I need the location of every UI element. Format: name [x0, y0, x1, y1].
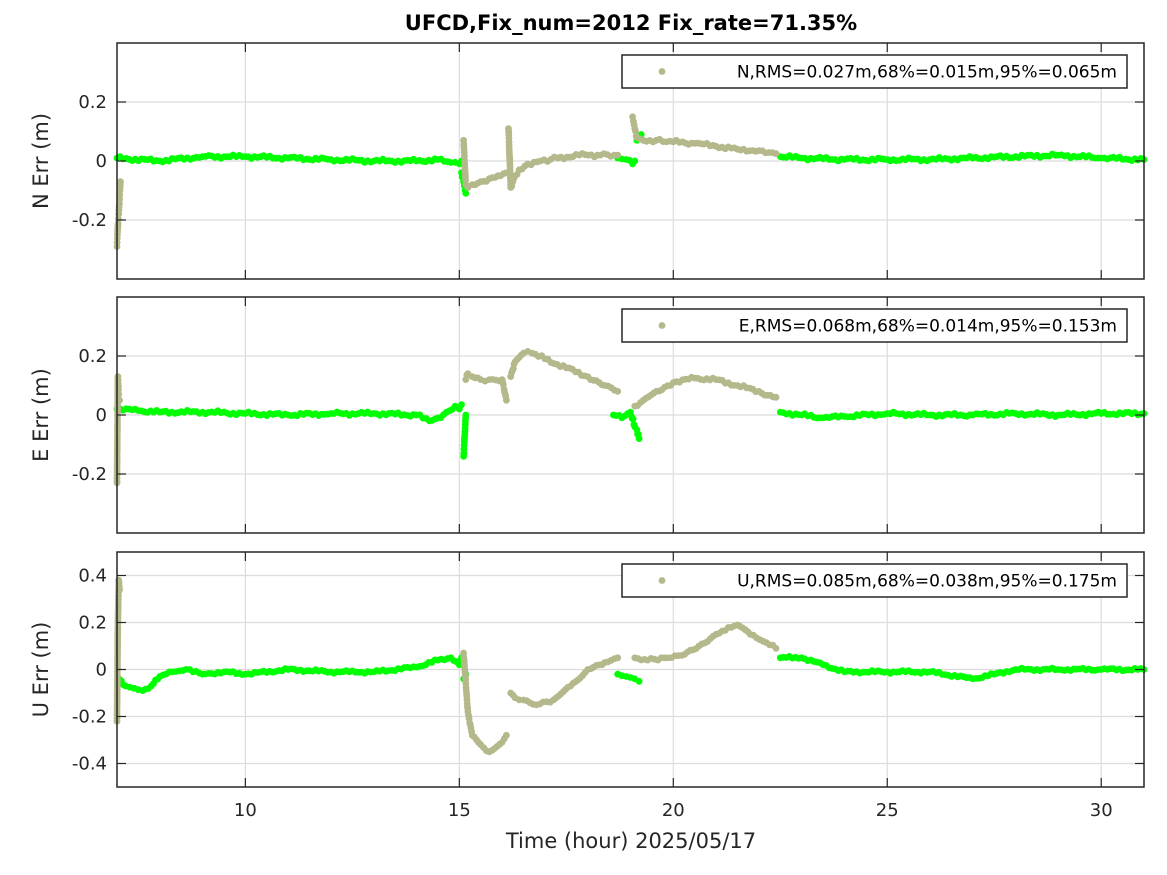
data-points [113, 348, 1148, 487]
data-point [614, 654, 622, 662]
data-point [614, 388, 622, 395]
y-tick-label: 0 [96, 151, 107, 172]
data-point [116, 396, 123, 404]
series-float [113, 576, 780, 756]
legend-box [621, 563, 1128, 598]
legend: U,RMS=0.085m,68%=0.038m,95%=0.175m [621, 563, 1128, 598]
x-tick-label: 30 [1090, 800, 1113, 821]
data-point [772, 645, 780, 652]
data-point [635, 677, 643, 685]
legend: N,RMS=0.027m,68%=0.015m,95%=0.065m [621, 54, 1128, 89]
y-tick-label: -0.2 [72, 707, 107, 728]
legend-marker [658, 68, 666, 75]
legend-box [621, 308, 1128, 343]
legend-marker [658, 577, 666, 584]
data-point [632, 127, 639, 135]
y-axis-label: U Err (m) [29, 622, 53, 718]
data-point [462, 411, 470, 419]
legend: E,RMS=0.068m,68%=0.014m,95%=0.153m [621, 308, 1128, 343]
series-float [113, 113, 780, 250]
y-tick-label: 0.4 [78, 566, 107, 587]
y-tick-label: -0.4 [72, 754, 107, 775]
y-tick-label: 0.2 [78, 92, 107, 113]
series-fix [113, 131, 1148, 197]
x-tick-label: 20 [662, 800, 685, 821]
data-point [503, 396, 510, 404]
y-tick-label: 0.2 [78, 346, 107, 367]
data-point [631, 157, 639, 165]
data-point [503, 731, 510, 739]
figure-title: UFCD,Fix_num=2012 Fix_rate=71.35% [405, 11, 857, 35]
legend-label: U,RMS=0.085m,68%=0.038m,95%=0.175m [737, 572, 1117, 592]
x-axis-label: Time (hour) 2025/05/17 [505, 829, 756, 853]
legend-label: E,RMS=0.068m,68%=0.014m,95%=0.153m [739, 317, 1117, 337]
chart-panel-3: 0.4 0.2 0 -0.2 -0.4 10 15 20 25 30 U Err (m) U,RMS=… [29, 551, 1148, 821]
data-point [116, 586, 123, 593]
data-point [458, 401, 465, 409]
y-tick-label: 0 [96, 405, 107, 426]
y-tick-label: -0.2 [72, 464, 107, 485]
x-tick-label: 10 [234, 800, 257, 821]
data-point [772, 393, 780, 401]
data-point [772, 150, 780, 158]
series-float [113, 348, 780, 487]
x-tick-label: 15 [448, 800, 471, 821]
data-point [462, 190, 470, 197]
y-tick-label: 0 [96, 660, 107, 681]
chart-panel-2: 0.2 0 -0.2 E Err (m) E,RMS=0.068m,68%=0.014m… [29, 296, 1148, 534]
data-point [629, 415, 637, 423]
data-point [614, 151, 622, 159]
data-point [635, 435, 643, 442]
data-point [117, 178, 124, 186]
data-points [113, 113, 1148, 250]
series-fix [113, 401, 1148, 460]
y-tick-label: 0.2 [78, 613, 107, 634]
y-axis-label: N Err (m) [29, 113, 53, 209]
legend-box [621, 54, 1128, 89]
chart-panel-1: 0.2 0 -0.2 N Err (m) N,RMS=0.027m,68%=0.015m… [29, 42, 1148, 280]
legend-label: N,RMS=0.027m,68%=0.015m,95%=0.065m [737, 63, 1117, 83]
legend-marker [658, 322, 666, 329]
x-tick-label: 25 [876, 800, 899, 821]
y-tick-label: -0.2 [72, 210, 107, 231]
y-axis-label: E Err (m) [29, 368, 53, 462]
